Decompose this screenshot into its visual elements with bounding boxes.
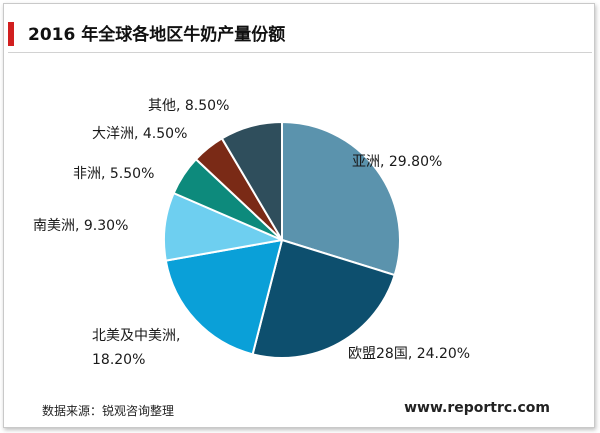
- source-note: 数据来源：锐观咨询整理: [42, 404, 175, 418]
- website-url: www.reportrc.com: [404, 400, 550, 416]
- slice-label-1: 亚洲, 29.80%: [352, 154, 442, 170]
- pie-slice-1: [281, 121, 401, 277]
- slice-label-2: 欧盟28国, 24.20%: [348, 346, 470, 362]
- title-divider: [8, 52, 592, 53]
- pie-slice-2: [251, 239, 396, 359]
- title-accent-bar: [8, 22, 14, 46]
- slice-label-4: 南美洲, 9.30%: [33, 218, 128, 234]
- chart-title: 2016 年全球各地区牛奶产量份额: [28, 25, 286, 45]
- pie-slice-7: [220, 121, 283, 241]
- pie-slice-3: [164, 239, 283, 356]
- slice-label-7: 其他, 8.50%: [148, 98, 229, 114]
- slice-label-6: 大洋洲, 4.50%: [92, 126, 187, 142]
- slice-label-5: 非洲, 5.50%: [73, 166, 154, 182]
- slice-label-3: 北美及中美洲, 18.20%: [92, 328, 180, 368]
